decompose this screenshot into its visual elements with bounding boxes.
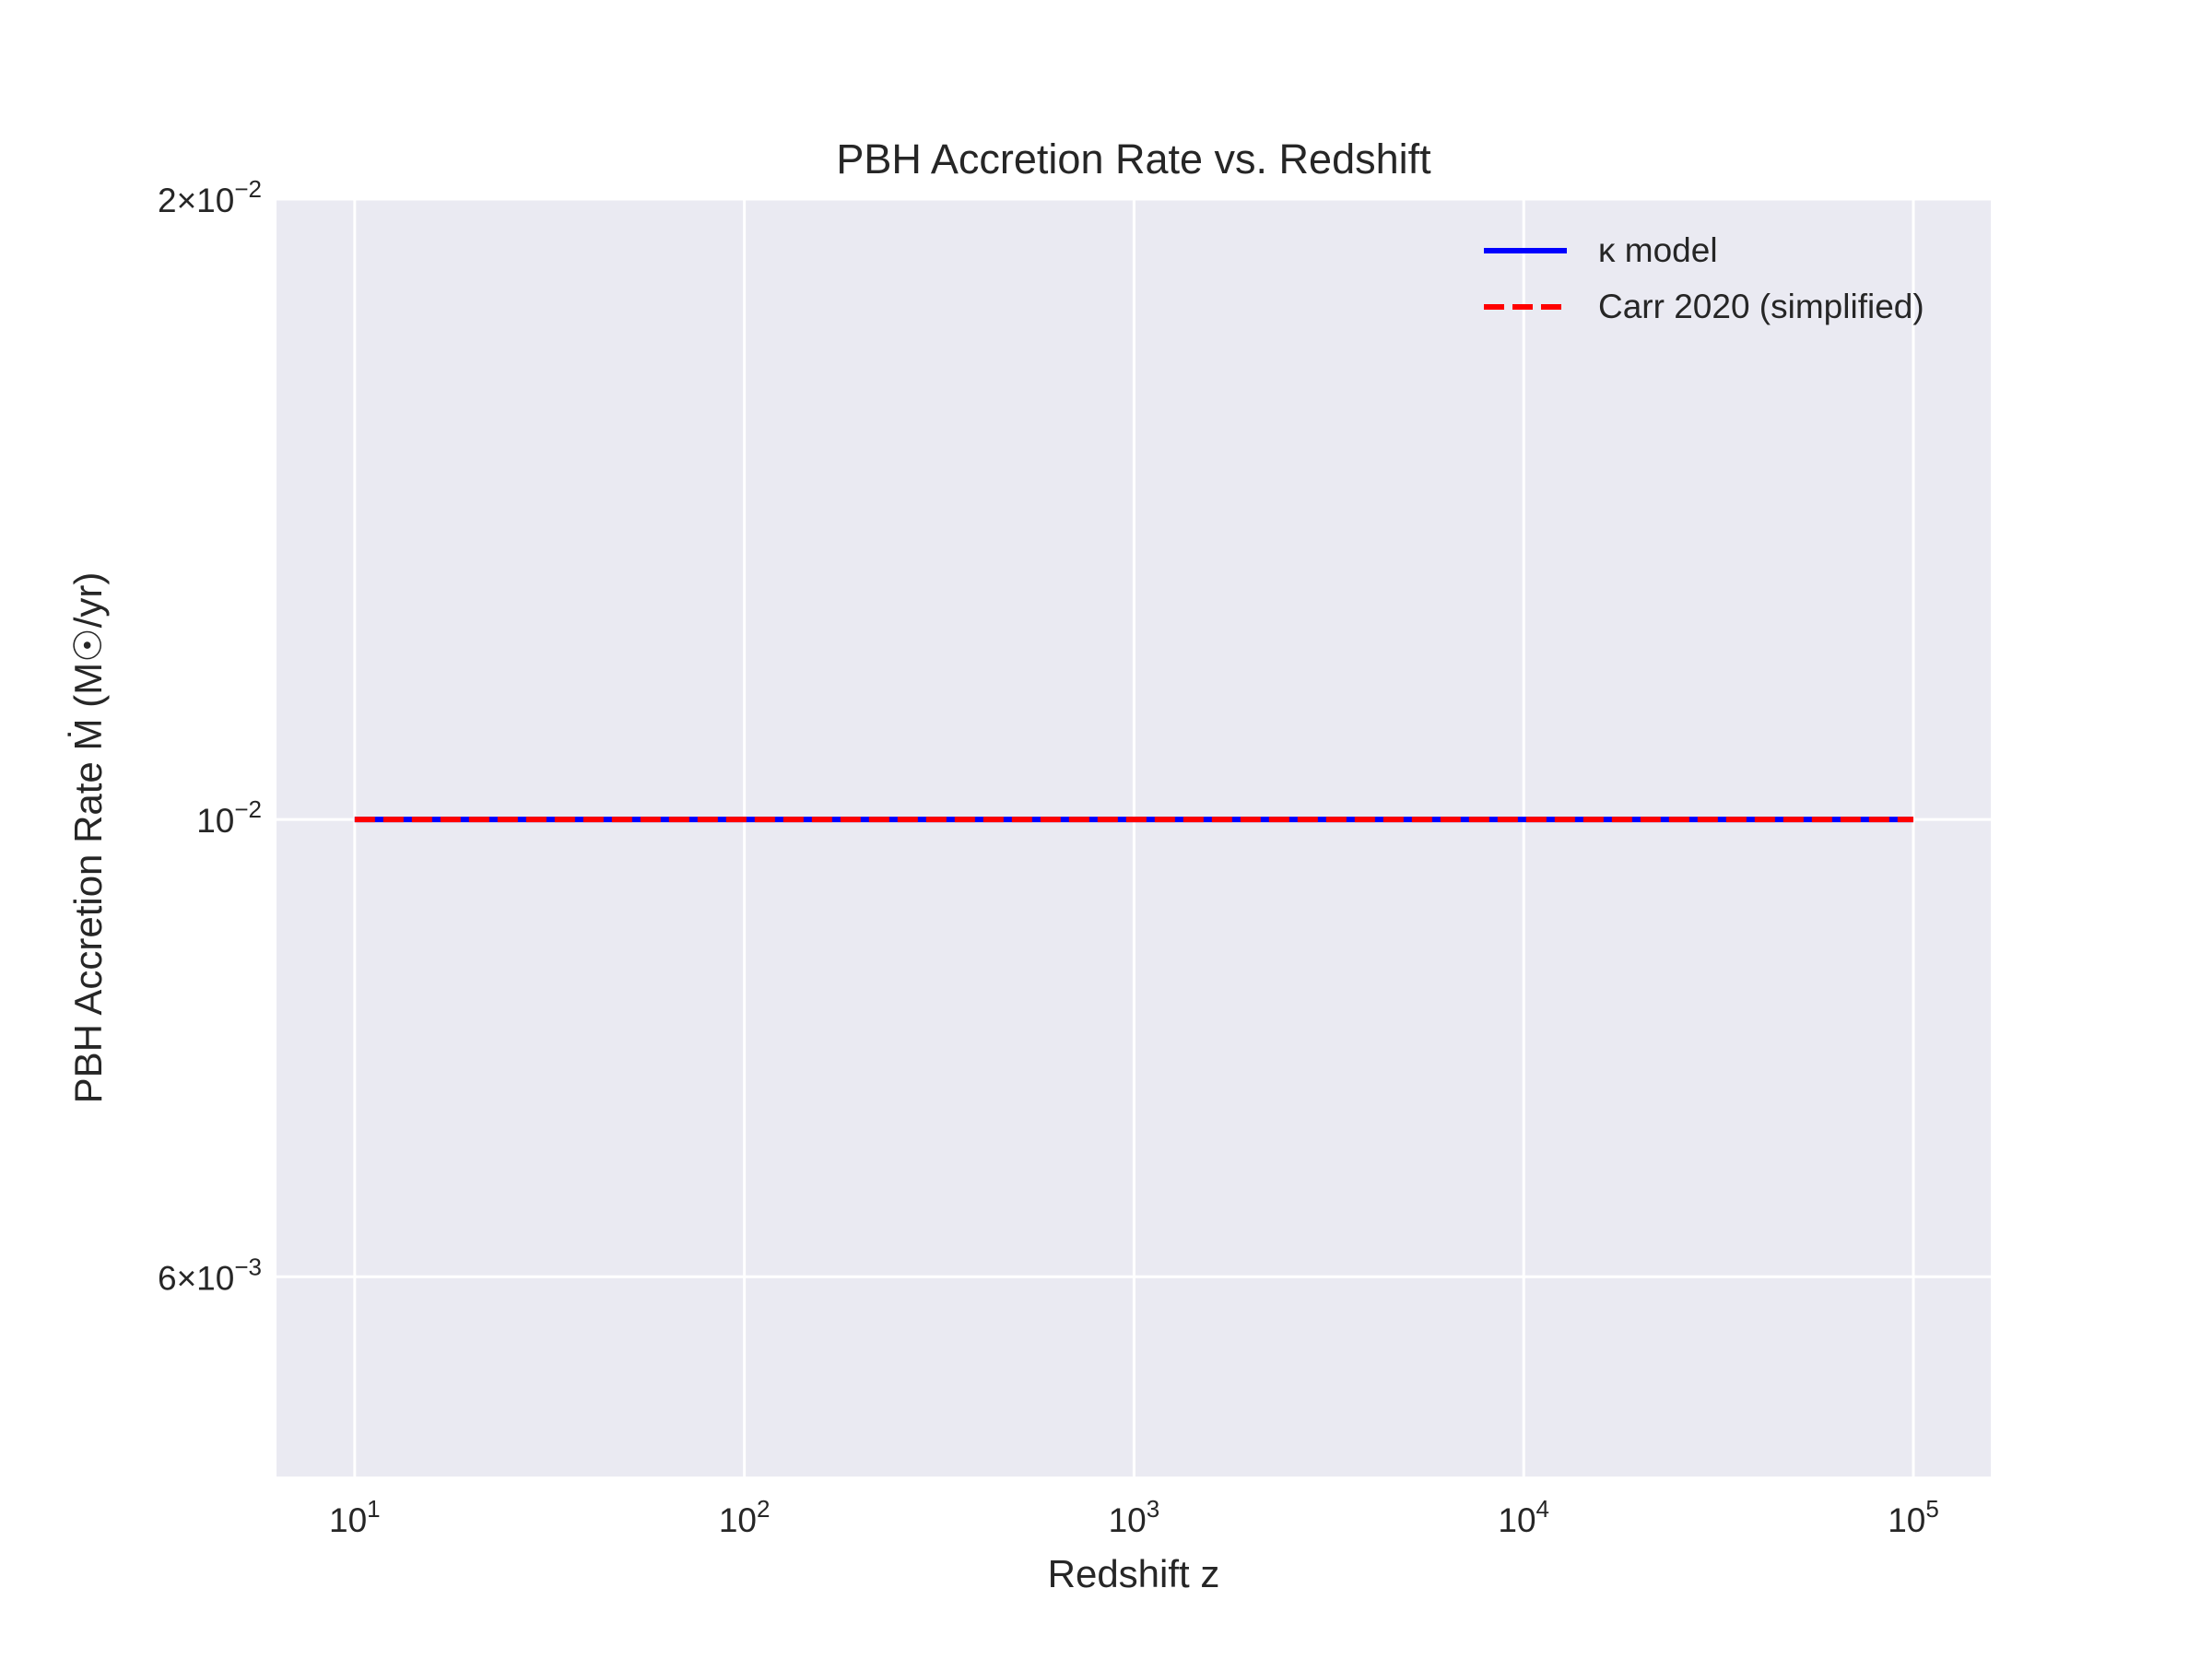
x-tick-label: 101	[329, 1495, 381, 1539]
legend-label-carr-2020: Carr 2020 (simplified)	[1598, 288, 1924, 325]
x-tick-label: 102	[719, 1495, 771, 1539]
x-axis-label: Redshift z	[1048, 1552, 1220, 1595]
x-gridlines	[353, 199, 1915, 1477]
x-tick-label: 103	[1109, 1495, 1160, 1539]
legend: κ model Carr 2020 (simplified)	[1484, 231, 1924, 325]
legend-label-kappa-model: κ model	[1598, 231, 1718, 269]
y-tick-label: 6×10−3	[158, 1253, 262, 1297]
chart-title: PBH Accretion Rate vs. Redshift	[836, 135, 1431, 182]
x-tick-label: 105	[1888, 1495, 1939, 1539]
y-axis-label: PBH Accretion Rate Ṁ (M☉/yr)	[66, 572, 110, 1104]
x-tick-label: 104	[1498, 1495, 1549, 1539]
y-tick-label: 10−2	[196, 795, 262, 840]
y-tick-label: 2×10−2	[158, 175, 262, 219]
x-tick-labels: 101 102 103 104 105	[329, 1495, 1939, 1539]
y-tick-labels: 2×10−2 10−2 6×10−3	[158, 175, 262, 1297]
